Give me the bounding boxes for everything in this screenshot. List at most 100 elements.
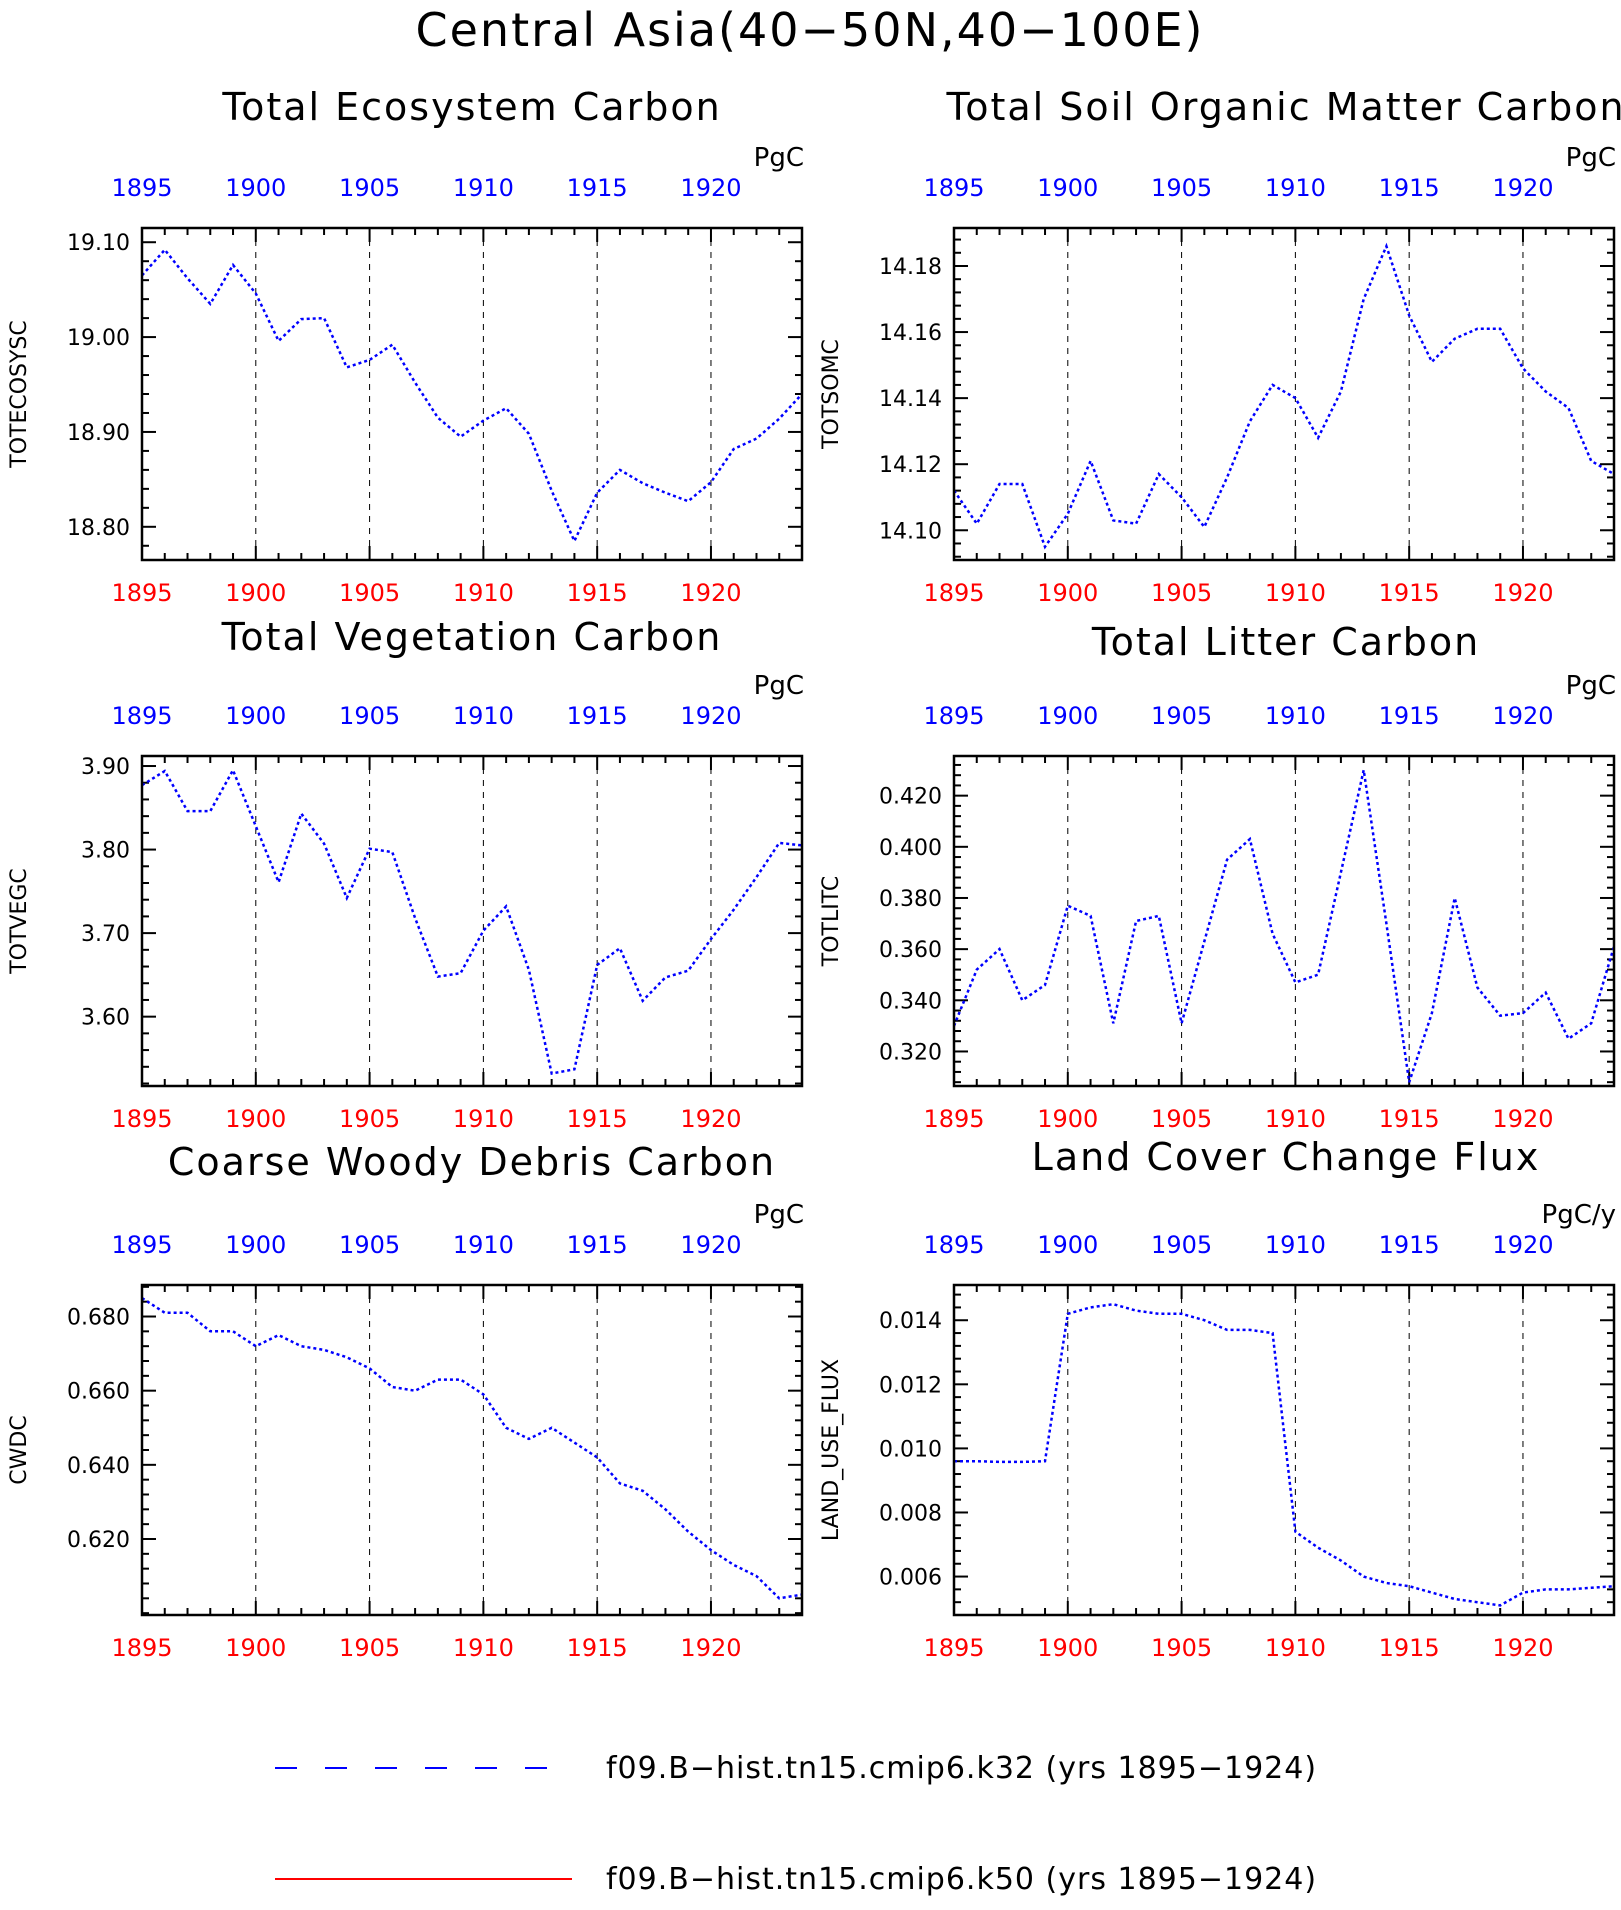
x-tick-label-top: 1905 (339, 1231, 400, 1259)
units-label: PgC/y (1542, 1200, 1616, 1230)
y-tick-label: 0.420 (879, 785, 942, 810)
x-tick-label-top: 1920 (1492, 702, 1553, 730)
series-line (142, 1296, 802, 1600)
y-tick-label: 19.10 (67, 231, 130, 256)
x-tick-label-top: 1905 (339, 702, 400, 730)
plot-frame (952, 226, 1616, 562)
x-tick-label-top: 1915 (1379, 1231, 1440, 1259)
y-tick-label: 0.400 (879, 836, 942, 861)
series-line (954, 242, 1614, 550)
y-tick-label: 18.80 (67, 516, 130, 541)
panel-title: Total Soil Organic Matter Carbon (945, 85, 1621, 129)
panel-title: Land Cover Change Flux (1032, 1135, 1541, 1179)
y-axis-label: TOTECOSYSC (7, 320, 32, 469)
x-tick-label-bottom: 1915 (567, 1105, 628, 1133)
units-label: PgC (1566, 143, 1616, 173)
x-tick-label-top: 1915 (1379, 702, 1440, 730)
y-tick-label: 0.010 (879, 1437, 942, 1462)
x-tick-label-top: 1920 (1492, 174, 1553, 202)
x-tick-label-bottom: 1920 (680, 579, 741, 607)
panel-title: Coarse Woody Debris Carbon (168, 1140, 776, 1184)
x-tick-label-top: 1905 (1151, 702, 1212, 730)
y-tick-label: 0.640 (67, 1454, 130, 1479)
x-tick-label-bottom: 1900 (1037, 579, 1098, 607)
panels: Total Ecosystem Carbon PgC TOTECOSYSC 1895 1… (7, 85, 1621, 1662)
x-tick-label-bottom: 1905 (1151, 1634, 1212, 1662)
x-tick-label-bottom: 1900 (1037, 1634, 1098, 1662)
x-tick-label-bottom: 1910 (1265, 1634, 1326, 1662)
x-tick-label-bottom: 1910 (453, 1634, 514, 1662)
x-tick-label-top: 1905 (1151, 1231, 1212, 1259)
x-tick-label-bottom: 1900 (225, 579, 286, 607)
y-axis-label: TOTSOMC (819, 339, 844, 450)
y-tick-label: 14.18 (879, 255, 942, 280)
y-tick-label: 0.360 (879, 938, 942, 963)
x-tick-label-top: 1920 (680, 702, 741, 730)
x-tick-label-bottom: 1905 (339, 1105, 400, 1133)
y-tick-label: 3.90 (81, 755, 130, 780)
x-tick-label-bottom: 1910 (1265, 579, 1326, 607)
legend-label-k32: f09.B−hist.tn15.cmip6.k32 (yrs 1895−1924… (606, 1751, 1317, 1786)
x-tick-label-top: 1910 (1265, 702, 1326, 730)
panel-2: Total Soil Organic Matter Carbon PgC TOTSO… (819, 85, 1621, 607)
x-tick-label-bottom: 1910 (1265, 1105, 1326, 1133)
x-tick-label-top: 1895 (923, 702, 984, 730)
x-tick-label-bottom: 1910 (453, 1105, 514, 1133)
x-tick-label-bottom: 1895 (923, 579, 984, 607)
y-tick-label: 3.80 (81, 839, 130, 864)
x-tick-label-top: 1915 (567, 174, 628, 202)
y-axis-label: TOTVEGC (7, 868, 32, 975)
x-tick-label-bottom: 1900 (225, 1105, 286, 1133)
x-tick-label-bottom: 1920 (1492, 579, 1553, 607)
x-tick-label-top: 1905 (339, 174, 400, 202)
plot-frame (952, 1283, 1616, 1617)
y-tick-label: 0.340 (879, 989, 942, 1014)
series-line (954, 769, 1614, 1083)
x-tick-label-top: 1900 (1037, 702, 1098, 730)
panel-title: Total Vegetation Carbon (221, 615, 723, 659)
x-tick-label-top: 1905 (1151, 174, 1212, 202)
y-tick-label: 0.380 (879, 887, 942, 912)
y-tick-label: 18.90 (67, 421, 130, 446)
series-line (142, 767, 802, 1075)
y-tick-label: 3.60 (81, 1006, 130, 1031)
panel-3: Total Vegetation Carbon PgC TOTVEGC 1895 189… (7, 615, 804, 1133)
y-tick-label: 0.006 (879, 1566, 942, 1591)
y-tick-label: 0.680 (67, 1306, 130, 1331)
x-tick-label-bottom: 1895 (111, 579, 172, 607)
y-tick-label: 14.10 (879, 519, 942, 544)
x-tick-label-top: 1915 (567, 1231, 628, 1259)
x-tick-label-top: 1910 (453, 174, 514, 202)
figure-title: Central Asia(40−50N,40−100E) (416, 3, 1205, 57)
y-tick-label: 14.16 (879, 321, 942, 346)
x-tick-label-top: 1900 (225, 702, 286, 730)
legend-label-k50: f09.B−hist.tn15.cmip6.k50 (yrs 1895−1924… (606, 1862, 1317, 1897)
x-tick-label-top: 1920 (1492, 1231, 1553, 1259)
legend: f09.B−hist.tn15.cmip6.k32 (yrs 1895−1924… (275, 1751, 1317, 1897)
x-tick-label-bottom: 1910 (453, 579, 514, 607)
y-tick-label: 0.014 (879, 1309, 942, 1334)
y-tick-label: 0.012 (879, 1373, 942, 1398)
x-tick-label-bottom: 1915 (567, 579, 628, 607)
units-label: PgC (754, 1200, 804, 1230)
panel-5: Coarse Woody Debris Carbon PgC CWDC 1895 189… (7, 1140, 804, 1662)
y-axis-label: LAND_USE_FLUX (819, 1359, 844, 1541)
x-tick-label-bottom: 1905 (339, 1634, 400, 1662)
x-tick-label-bottom: 1905 (1151, 1105, 1212, 1133)
x-tick-label-top: 1920 (680, 174, 741, 202)
x-tick-label-top: 1920 (680, 1231, 741, 1259)
x-tick-label-top: 1915 (1379, 174, 1440, 202)
x-tick-label-bottom: 1895 (923, 1634, 984, 1662)
plot-frame (952, 754, 1616, 1088)
x-tick-label-top: 1900 (225, 174, 286, 202)
y-tick-label: 0.008 (879, 1501, 942, 1526)
series-line (954, 1302, 1614, 1607)
x-tick-label-top: 1895 (111, 174, 172, 202)
panel-title: Total Ecosystem Carbon (221, 85, 721, 129)
x-tick-label-top: 1910 (1265, 174, 1326, 202)
y-tick-label: 19.00 (67, 326, 130, 351)
panel-4: Total Litter Carbon PgC TOTLITC 1895 1895 190… (819, 620, 1616, 1133)
x-tick-label-top: 1910 (453, 1231, 514, 1259)
x-tick-label-bottom: 1915 (1379, 579, 1440, 607)
plot-frame (140, 754, 804, 1088)
